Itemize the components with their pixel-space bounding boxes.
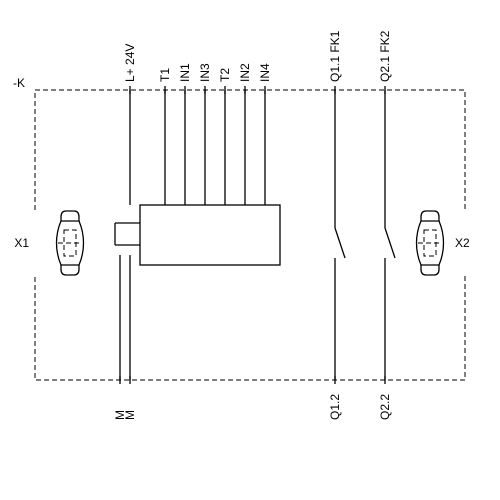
top-terminal-label: Q1.1 FK1 xyxy=(328,30,342,82)
bottom-terminal-label: M xyxy=(123,410,137,420)
top-terminal-label: IN3 xyxy=(198,63,212,82)
bottom-terminal-label: Q2.2 xyxy=(378,394,392,420)
top-terminal-label: IN2 xyxy=(238,63,252,82)
mask-l xyxy=(33,211,37,275)
x1-label: X1 xyxy=(14,236,29,250)
top-terminal-label: IN4 xyxy=(258,63,272,82)
top-terminal-label: T2 xyxy=(218,68,232,82)
top-terminal-label: Q2.1 FK2 xyxy=(378,30,392,82)
top-terminal-label: L+ 24V xyxy=(123,44,137,82)
frame-label-neg-k: -K xyxy=(13,76,25,90)
x2-label: X2 xyxy=(455,236,470,250)
top-terminal-label: T1 xyxy=(158,68,172,82)
top-terminal-label: IN1 xyxy=(178,63,192,82)
bottom-terminal-label: Q1.2 xyxy=(328,394,342,420)
